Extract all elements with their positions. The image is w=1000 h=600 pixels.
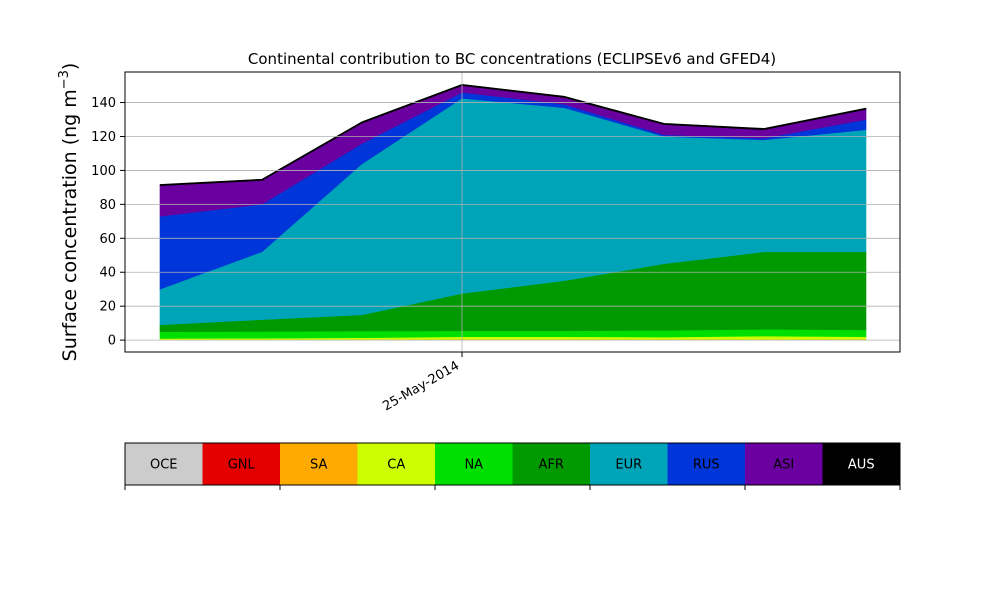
y-axis-label-close: ) [59,63,81,70]
y-axis-label-main: Surface concentration (ng m [59,89,81,361]
legend-label-eur: EUR [615,458,642,473]
legend-swatch-asi [745,443,823,485]
y-axis-label-exponent: −3 [57,70,72,89]
y-axis-label: Surface concentration (ng m−3) [57,63,81,362]
legend-label-oce: OCE [150,458,178,473]
y-tick-label: 140 [91,96,116,111]
legend-label-aus: AUS [848,458,875,473]
legend-label-rus: RUS [693,458,720,473]
legend-swatch-gnl [202,443,280,485]
legend-swatch-oce [125,443,203,485]
axes-frame [124,71,901,353]
legend-label-na: NA [464,458,483,473]
legend-label-gnl: GNL [228,458,256,473]
y-tick-label: 100 [91,164,116,179]
y-tick-label: 40 [99,266,116,281]
legend-swatch-sa [280,443,358,485]
chart-title: Continental contribution to BC concentra… [248,50,776,68]
legend-swatch-eur [590,443,668,485]
legend-swatch-afr [512,443,590,485]
legend-label-asi: ASI [773,458,794,473]
legend-swatch-rus [667,443,745,485]
legend-swatch-ca [357,443,435,485]
legend-label-afr: AFR [539,458,564,473]
legend-label-sa: SA [310,458,327,473]
y-tick-label: 0 [108,334,116,349]
y-tick-label: 80 [99,198,116,213]
legend-swatch-na [435,443,513,485]
legend-label-ca: CA [387,458,405,473]
y-tick-label: 20 [99,300,116,315]
legend: OCE GNL SA CA NA AFR EUR RUS ASI AUS [124,442,901,490]
y-tick-label: 120 [91,130,116,145]
legend-swatch-aus [822,443,900,485]
y-tick-label: 60 [99,232,116,247]
legend-frame [124,442,901,486]
